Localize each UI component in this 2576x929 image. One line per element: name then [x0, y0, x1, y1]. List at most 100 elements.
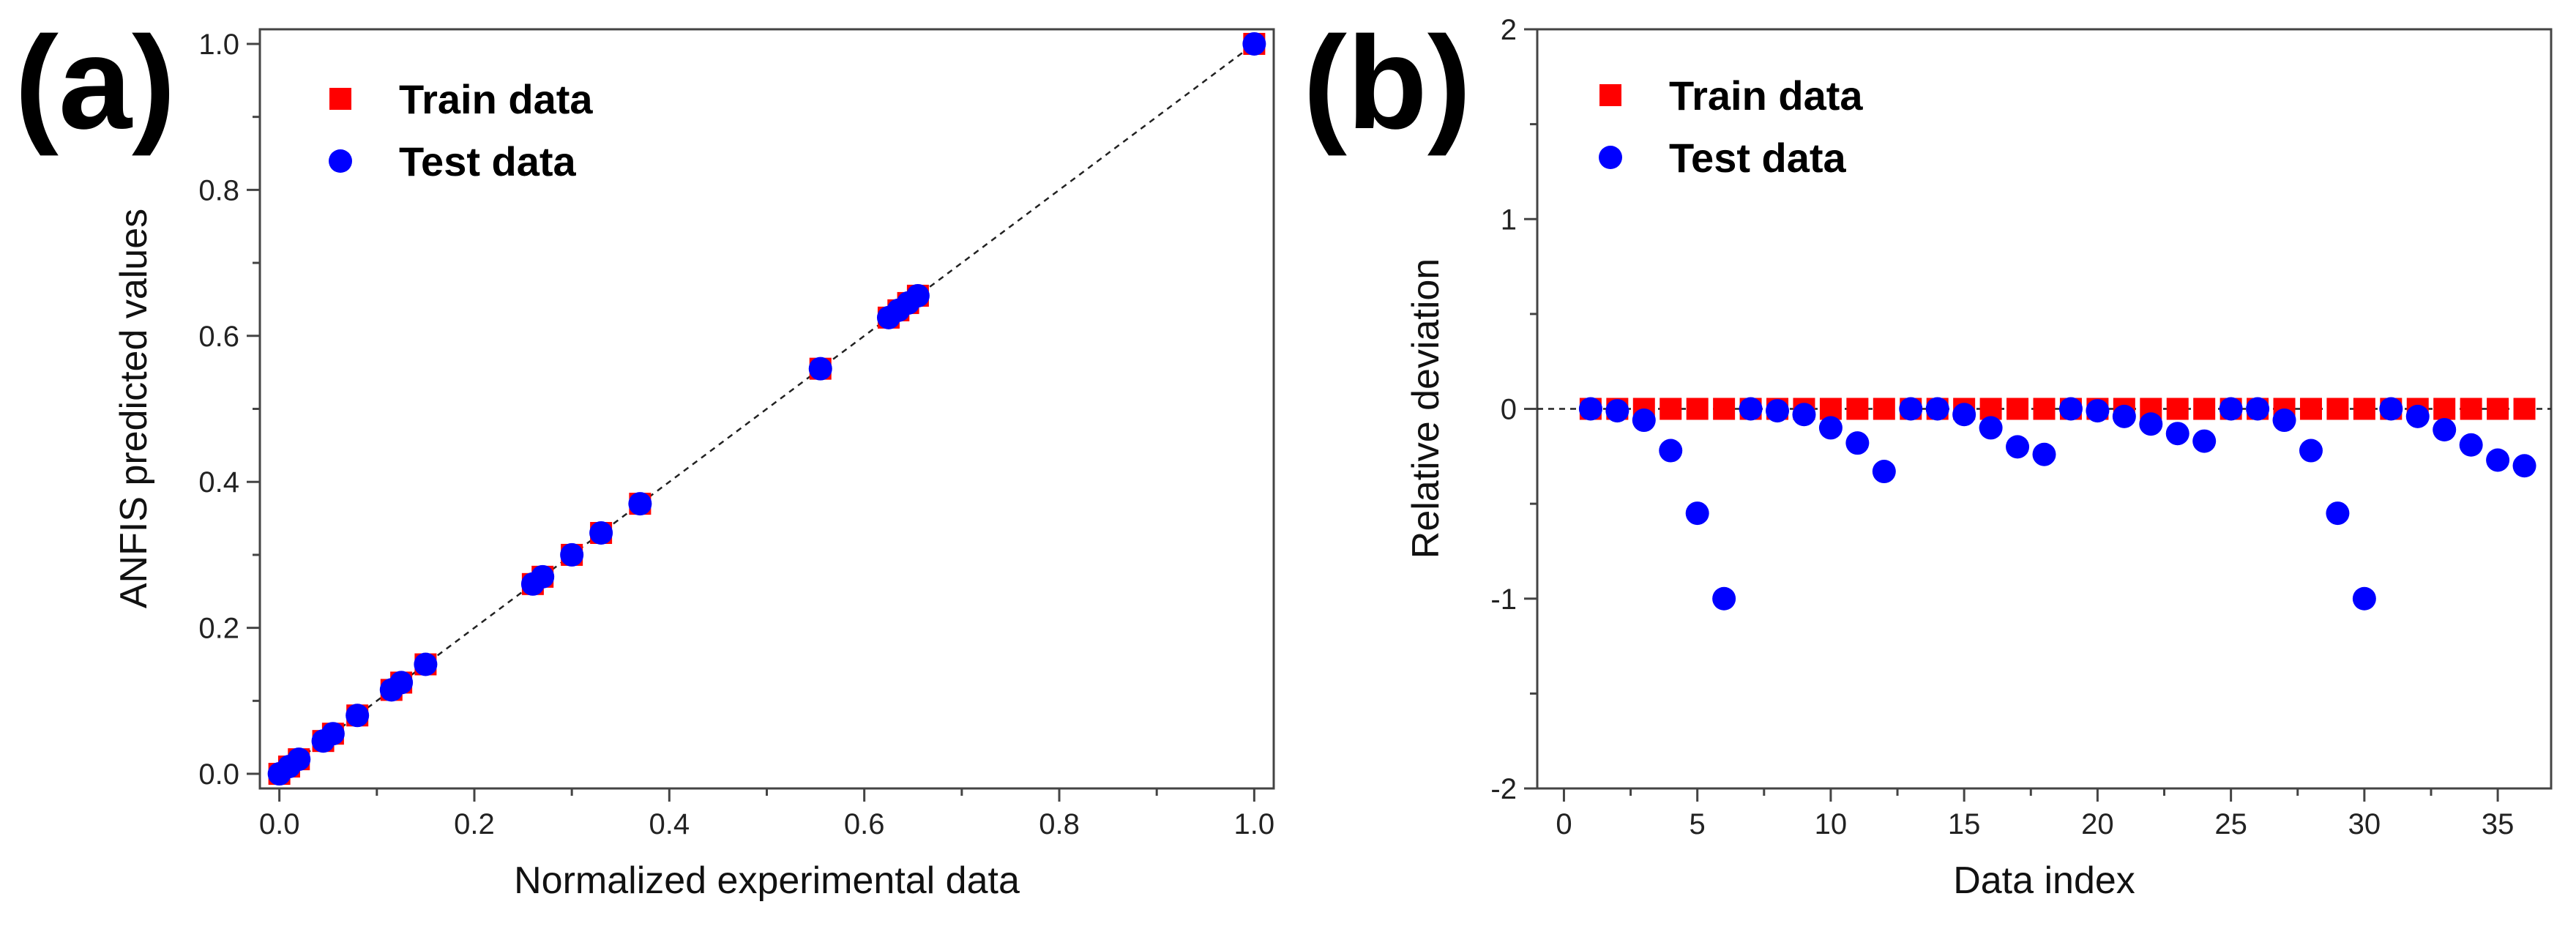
- y-tick-label: 0.0: [198, 758, 239, 791]
- test-data-point: [589, 521, 613, 545]
- train-data-point: [2166, 398, 2189, 420]
- train-data-point: [2006, 398, 2029, 420]
- x-tick-label: 30: [2348, 808, 2381, 840]
- train-data-point: [2460, 398, 2482, 420]
- test-data-point: [2139, 412, 2163, 436]
- x-tick-label: 20: [2081, 808, 2114, 840]
- x-tick-label: 35: [2482, 808, 2515, 840]
- train-data-point: [1873, 398, 1895, 420]
- x-tick-label: 0.2: [454, 808, 495, 840]
- test-data-point: [2112, 404, 2136, 428]
- y-tick-label: -1: [1490, 583, 1517, 616]
- train-data-point: [2353, 398, 2375, 420]
- panel-a: 0.0 0.2 0.4 0.6 0.8 1.0 0.0 0.2 0.4 0.6 0.8 1.0 Norm…: [15, 10, 1275, 902]
- test-data-point: [1578, 397, 1602, 421]
- test-data-point: [2086, 399, 2110, 423]
- test-data-point: [2433, 418, 2457, 442]
- y-axis-title: Relative deviation: [1405, 258, 1447, 559]
- test-data-point: [2192, 429, 2217, 453]
- y-tick-label: 2: [1501, 14, 1517, 46]
- test-data-point: [1899, 397, 1923, 421]
- test-data-point: [2246, 397, 2270, 421]
- test-data-point: [1739, 397, 1763, 421]
- test-data-point: [1632, 408, 1656, 433]
- legend-label: Test data: [399, 138, 577, 184]
- x-tick-label: 5: [1690, 808, 1706, 840]
- x-tick-label: 1.0: [1234, 808, 1275, 840]
- y-tick-label: 0.6: [198, 321, 239, 353]
- test-data-point: [1818, 416, 1843, 440]
- test-data-point: [321, 722, 345, 746]
- x-tick-label: 0.6: [844, 808, 885, 840]
- test-data-point: [1766, 399, 1790, 423]
- test-data-point: [2352, 586, 2376, 611]
- panel-b: 0 5 10 15 20 25 30 35 -2 -1 0 1 2 Data index Relative …: [1303, 10, 2553, 902]
- y-tick-label: 0: [1501, 394, 1517, 426]
- legend-label: Train data: [399, 76, 593, 122]
- panel-label: (a): [15, 10, 176, 157]
- train-data-point: [2433, 398, 2456, 420]
- legend-train-marker: [1599, 84, 1621, 106]
- test-data-point: [1925, 397, 1949, 421]
- train-data-point: [2487, 398, 2509, 420]
- x-tick-label: 0.4: [649, 808, 690, 840]
- test-data-point: [1979, 416, 2003, 440]
- train-data-point: [1686, 398, 1709, 420]
- test-data-point: [560, 542, 584, 567]
- test-data-point: [1659, 439, 1683, 463]
- x-tick-label: 15: [1948, 808, 1981, 840]
- test-data-point: [906, 283, 930, 307]
- test-data-point: [2032, 442, 2056, 466]
- x-tick-label: 0: [1556, 808, 1572, 840]
- test-data-point: [2486, 448, 2510, 472]
- train-data-point: [2299, 398, 2322, 420]
- x-tick-label: 10: [1815, 808, 1848, 840]
- test-data-point: [287, 747, 311, 772]
- test-data-point: [2299, 439, 2323, 463]
- x-tick-label: 25: [2214, 808, 2247, 840]
- test-data-point: [2058, 397, 2083, 421]
- test-data-point: [2006, 435, 2030, 459]
- test-data-point: [2326, 501, 2350, 526]
- train-data-point: [2326, 398, 2349, 420]
- train-data-point: [1713, 398, 1736, 420]
- x-axis-title: Data index: [1953, 859, 2135, 902]
- y-tick-label: 1: [1501, 204, 1517, 236]
- train-data-point: [2033, 398, 2056, 420]
- x-axis-title: Normalized experimental data: [514, 859, 1020, 902]
- test-data-point: [2165, 422, 2189, 446]
- test-data-point: [1712, 586, 1736, 611]
- y-axis-title: ANFIS predicted values: [113, 209, 155, 608]
- test-data-point: [389, 671, 414, 695]
- train-data-point: [2193, 398, 2216, 420]
- legend-train-marker: [329, 88, 351, 110]
- test-data-point: [2219, 397, 2243, 421]
- x-tick-label: 0.0: [259, 808, 300, 840]
- test-data-point: [414, 652, 438, 676]
- y-tick-label: 1.0: [198, 29, 239, 61]
- train-data-point: [1846, 398, 1869, 420]
- test-data-point: [1792, 403, 1816, 427]
- x-tick-label: 0.8: [1039, 808, 1080, 840]
- test-data-point: [1845, 431, 1870, 455]
- legend-test-marker: [1599, 146, 1622, 169]
- reference-line: [278, 42, 1255, 775]
- test-data-point: [1952, 403, 1976, 427]
- test-data-point: [2405, 404, 2430, 428]
- test-data-point: [808, 357, 832, 381]
- test-data-point: [1685, 501, 1709, 526]
- legend-test-marker: [329, 149, 352, 173]
- legend-label: Train data: [1669, 72, 1863, 119]
- test-data-point: [346, 704, 370, 728]
- y-tick-label: 0.4: [198, 466, 239, 499]
- test-data-point: [1872, 460, 1896, 484]
- test-data-point: [1605, 399, 1629, 423]
- y-tick-label: -2: [1490, 773, 1517, 805]
- test-data-point: [2459, 433, 2483, 457]
- train-data-point: [1660, 398, 1682, 420]
- test-data-point: [2512, 454, 2536, 478]
- test-data-point: [1242, 31, 1266, 56]
- legend-label: Test data: [1669, 135, 1847, 181]
- test-data-point: [2379, 397, 2403, 421]
